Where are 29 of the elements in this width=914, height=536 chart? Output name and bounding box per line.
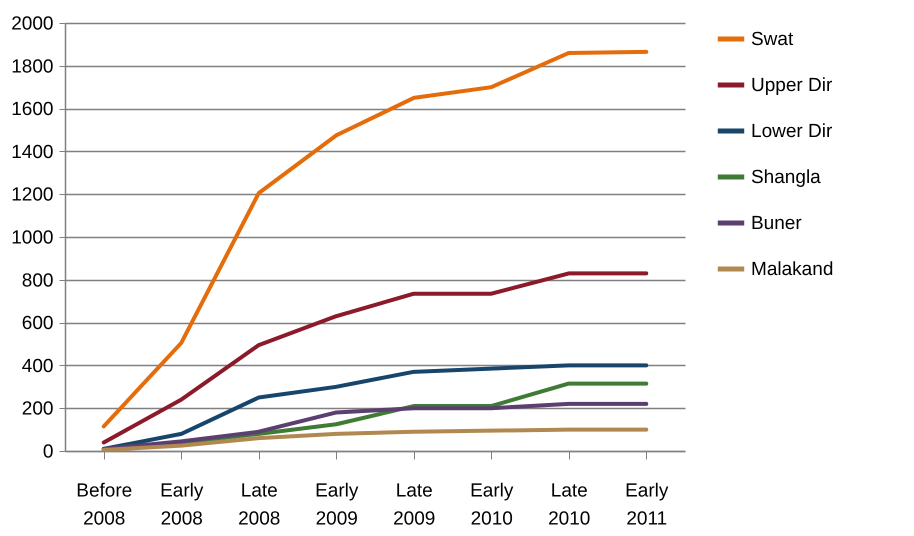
x-tick-label: Late 2008 <box>238 480 280 530</box>
legend-label: Upper Dir <box>751 75 833 96</box>
y-tick-label: 1000 <box>11 228 54 248</box>
line-series <box>102 271 648 444</box>
line-series <box>102 402 648 451</box>
y-tick-label: 1400 <box>11 142 54 163</box>
y-tick-label: 0 <box>42 442 54 462</box>
x-tick-label: Late 2009 <box>393 480 436 530</box>
line-series <box>102 50 648 428</box>
y-tick-label: 1200 <box>11 184 54 206</box>
legend-label: Lower Dir <box>751 121 833 142</box>
y-tick-label: 1600 <box>11 99 54 120</box>
x-tick-label: Early 2008 <box>160 480 204 530</box>
y-tick-label: 800 <box>22 270 54 292</box>
y-tick-label: 2000 <box>11 14 54 34</box>
legend-label: Shangla <box>751 167 822 188</box>
y-tick-label: 400 <box>22 356 54 377</box>
y-tick-label: 600 <box>22 313 54 334</box>
y-tick-label: 1800 <box>11 56 54 78</box>
x-tick-label: Early 2010 <box>470 480 514 530</box>
x-tick-label: Early 2009 <box>315 480 359 530</box>
x-tick-label: Early 2011 <box>625 480 669 530</box>
line-series <box>102 428 648 452</box>
x-tick-label: Late 2010 <box>548 480 590 530</box>
x-tick-label: Before 2008 <box>76 480 132 530</box>
y-tick-label: 200 <box>22 398 54 420</box>
legend-label: Buner <box>751 213 802 234</box>
legend-label: Swat <box>751 29 794 50</box>
legend-label: Malakand <box>751 259 834 280</box>
